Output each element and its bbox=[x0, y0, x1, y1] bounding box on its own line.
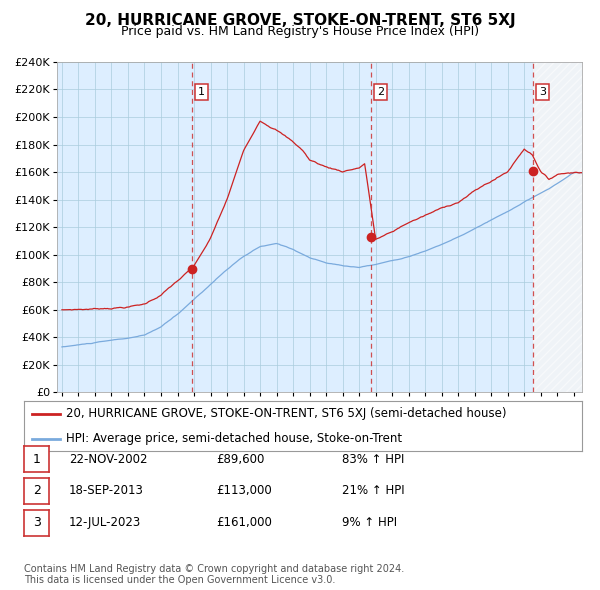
Text: 18-SEP-2013: 18-SEP-2013 bbox=[69, 484, 144, 497]
Text: 3: 3 bbox=[539, 87, 546, 97]
Text: 3: 3 bbox=[32, 516, 41, 529]
Text: HPI: Average price, semi-detached house, Stoke-on-Trent: HPI: Average price, semi-detached house,… bbox=[66, 432, 402, 445]
Text: 20, HURRICANE GROVE, STOKE-ON-TRENT, ST6 5XJ (semi-detached house): 20, HURRICANE GROVE, STOKE-ON-TRENT, ST6… bbox=[66, 407, 506, 420]
Text: 2: 2 bbox=[32, 484, 41, 497]
Text: £113,000: £113,000 bbox=[216, 484, 272, 497]
Bar bbox=[533, 62, 582, 392]
Text: £89,600: £89,600 bbox=[216, 453, 265, 466]
Text: 2: 2 bbox=[377, 87, 384, 97]
Text: £161,000: £161,000 bbox=[216, 516, 272, 529]
Text: 9% ↑ HPI: 9% ↑ HPI bbox=[342, 516, 397, 529]
Text: 12-JUL-2023: 12-JUL-2023 bbox=[69, 516, 141, 529]
Text: 22-NOV-2002: 22-NOV-2002 bbox=[69, 453, 148, 466]
Text: 20, HURRICANE GROVE, STOKE-ON-TRENT, ST6 5XJ: 20, HURRICANE GROVE, STOKE-ON-TRENT, ST6… bbox=[85, 13, 515, 28]
Text: Price paid vs. HM Land Registry's House Price Index (HPI): Price paid vs. HM Land Registry's House … bbox=[121, 25, 479, 38]
Text: Contains HM Land Registry data © Crown copyright and database right 2024.
This d: Contains HM Land Registry data © Crown c… bbox=[24, 563, 404, 585]
Text: 21% ↑ HPI: 21% ↑ HPI bbox=[342, 484, 404, 497]
Text: 83% ↑ HPI: 83% ↑ HPI bbox=[342, 453, 404, 466]
Text: 1: 1 bbox=[198, 87, 205, 97]
Bar bbox=[533, 62, 582, 392]
Text: 1: 1 bbox=[32, 453, 41, 466]
